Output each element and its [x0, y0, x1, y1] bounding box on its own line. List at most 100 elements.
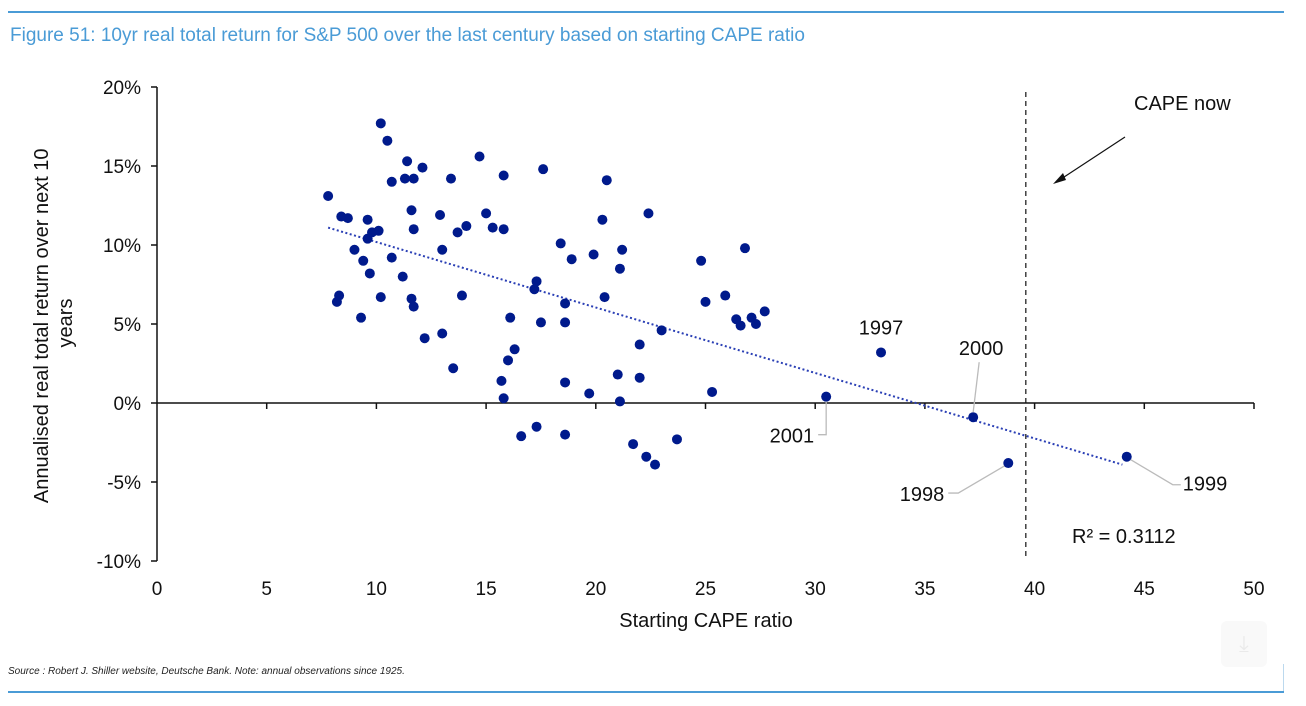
data-point [1121, 451, 1132, 462]
data-point [496, 375, 507, 386]
data-point [487, 222, 498, 233]
top-rule [8, 11, 1284, 13]
data-point [516, 431, 527, 442]
data-point [402, 156, 413, 167]
data-point [821, 391, 832, 402]
data-point [1003, 458, 1014, 469]
y-axis-title-line-1: Annualised real total return over next 1… [31, 148, 53, 503]
data-point [656, 325, 667, 336]
data-point [750, 319, 761, 329]
y-tick-label: 5% [114, 315, 142, 336]
data-point [474, 151, 485, 162]
data-point [628, 439, 639, 450]
data-point [641, 451, 652, 462]
x-tick-label: 35 [914, 579, 935, 600]
data-point [634, 339, 645, 350]
data-point [406, 205, 417, 216]
data-point [331, 296, 342, 307]
data-point [560, 317, 571, 328]
data-point [560, 429, 571, 440]
trendline [327, 226, 1123, 466]
data-point [445, 173, 456, 184]
data-point [397, 271, 408, 282]
source-note: Source : Robert J. Shiller website, Deut… [8, 666, 405, 677]
axes [156, 87, 1254, 561]
data-point [538, 164, 549, 175]
point-label-2000: 2000 [959, 338, 1004, 360]
data-point [456, 290, 467, 301]
data-point [419, 333, 430, 344]
label-leader-line [972, 362, 980, 413]
y-tick-label: -5% [107, 473, 141, 494]
data-point [461, 221, 472, 232]
points-group [323, 118, 1132, 470]
data-point [560, 298, 571, 309]
data-point [505, 312, 516, 323]
data-point [566, 254, 577, 265]
data-point [531, 421, 542, 432]
data-point [614, 396, 625, 407]
point-labels-group: 1997 2001 2000 1998 1999 [770, 317, 1228, 506]
data-point [435, 209, 446, 220]
data-point [700, 296, 711, 307]
data-point [375, 292, 386, 303]
data-point [342, 213, 353, 224]
y-tick-label: 0% [114, 394, 142, 415]
data-point [406, 293, 417, 304]
data-point [560, 377, 571, 388]
data-point [535, 317, 546, 328]
data-point [481, 208, 492, 219]
data-point [529, 284, 540, 295]
data-point [437, 328, 448, 339]
figure-title: Figure 51: 10yr real total return for S&… [10, 25, 805, 46]
x-tick-label: 30 [805, 579, 826, 600]
data-point [498, 393, 509, 404]
x-axis-title: Starting CAPE ratio [619, 610, 792, 632]
data-point [399, 173, 410, 184]
y-tick-label: 10% [103, 236, 141, 257]
data-point [448, 363, 459, 374]
data-point [597, 214, 608, 225]
point-label-1998: 1998 [900, 484, 945, 506]
x-tick-label: 0 [152, 579, 163, 600]
x-tick-label: 25 [695, 579, 716, 600]
cape-now-label: CAPE now [1134, 93, 1231, 115]
data-point [612, 369, 623, 380]
data-point [584, 388, 595, 399]
right-rule [1283, 664, 1284, 692]
data-point [634, 372, 645, 383]
data-point [707, 386, 718, 397]
point-label-2001: 2001 [770, 426, 815, 448]
data-point [735, 320, 746, 331]
data-point [759, 306, 770, 317]
data-point [720, 290, 731, 301]
data-point [739, 243, 750, 254]
point-label-1999: 1999 [1183, 474, 1228, 496]
data-point [408, 224, 419, 235]
data-point [509, 344, 520, 355]
data-point [349, 244, 360, 255]
data-point [358, 255, 369, 266]
y-tick-label: 20% [103, 78, 141, 99]
x-tick-label: 15 [476, 579, 497, 600]
y-tick-label: 15% [103, 157, 141, 178]
data-point [452, 227, 463, 238]
point-label-1997: 1997 [859, 317, 904, 339]
data-point [503, 355, 514, 366]
cape-now-arrow [1053, 136, 1126, 184]
trendline-group [327, 226, 1123, 466]
label-leader-line [948, 465, 1005, 494]
data-point [373, 225, 384, 236]
data-point [362, 214, 373, 225]
data-point [968, 412, 979, 423]
data-point [386, 252, 397, 263]
x-tick-label: 40 [1024, 579, 1045, 600]
data-point [696, 255, 707, 266]
label-leader-line [818, 401, 827, 436]
download-button[interactable]: ⤓ [1221, 621, 1267, 667]
data-point [614, 263, 625, 274]
data-point [555, 238, 566, 249]
data-point [417, 162, 428, 173]
label-leader-line [1130, 459, 1181, 486]
x-tick-label: 50 [1243, 579, 1264, 600]
